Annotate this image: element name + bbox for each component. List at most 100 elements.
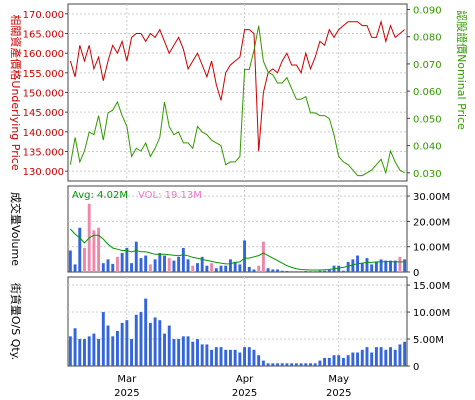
- os-qty-bar: [290, 363, 294, 366]
- os-qty-bar: [214, 347, 218, 366]
- volume-total-label: VOL: 19.13M: [138, 190, 202, 201]
- volume-bar: [172, 260, 176, 272]
- os-qty-bar: [73, 328, 77, 366]
- volume-bar: [374, 261, 378, 272]
- os-qty-bar: [247, 347, 251, 366]
- volume-bar: [224, 265, 228, 272]
- os-qty-bar: [172, 339, 176, 366]
- os-qty-bar: [120, 322, 124, 366]
- os-qty-bar: [389, 347, 392, 366]
- os-qty-bar: [167, 325, 171, 366]
- os-qty-bar: [83, 339, 86, 366]
- warrant-axis-title: 認股證價Nominal Price: [455, 10, 469, 130]
- average-volume-line: [70, 228, 405, 271]
- os-qty-bar: [393, 349, 397, 366]
- os-qty-bar: [398, 344, 402, 366]
- volume-bar: [393, 260, 397, 272]
- os-qty-bar: [92, 333, 96, 366]
- volume-bar: [285, 270, 289, 272]
- left-tick-label: 165.000: [23, 30, 64, 41]
- os-qty-bar: [181, 336, 185, 366]
- volume-bar: [309, 271, 312, 272]
- volume-bar: [153, 259, 157, 272]
- volume-bar: [398, 256, 402, 272]
- os-qty-bar: [106, 325, 110, 366]
- volume-bar: [214, 268, 218, 272]
- volume-bar: [205, 265, 209, 272]
- volume-bar: [337, 265, 341, 272]
- underlying-axis-title: 相關資產價格Underlying Price: [9, 14, 23, 170]
- volume-bar: [257, 265, 261, 272]
- os-qty-bar: [243, 347, 247, 366]
- left-tick-label: 130.000: [23, 167, 64, 178]
- x-month-label: Mar: [117, 374, 137, 385]
- volume-bar: [351, 259, 355, 272]
- os-qty-axis-title: 街貨量O/S Qty.: [9, 283, 23, 360]
- os-qty-bar: [224, 349, 228, 366]
- os-qty-bar: [379, 347, 383, 366]
- os-qty-bar: [266, 363, 270, 366]
- volume-bar: [389, 260, 392, 272]
- volume-bar: [266, 268, 270, 272]
- volume-bar: [233, 261, 237, 272]
- volume-bar: [360, 263, 364, 272]
- average-volume-label: Avg: 4.02M: [72, 190, 128, 201]
- right-tick-label: 0.080: [413, 33, 442, 44]
- left-tick-label: 140.000: [23, 128, 64, 139]
- volume-bar: [148, 264, 152, 272]
- right-tick-label: 0.050: [413, 114, 442, 125]
- volume-bar: [163, 255, 166, 272]
- os-qty-bar: [257, 355, 261, 366]
- os-qty-bar: [101, 312, 105, 366]
- os-qty-bar: [139, 312, 143, 366]
- os-qty-bar: [280, 363, 284, 366]
- os-qty-bar: [384, 349, 388, 366]
- os-qty-bar: [276, 363, 279, 366]
- os-tick-label: 10.00M: [413, 308, 450, 319]
- os-qty-bar: [191, 341, 195, 366]
- os-tick-label: 15.00M: [413, 281, 450, 292]
- os-qty-bar: [144, 298, 148, 366]
- os-qty-bar: [360, 349, 364, 366]
- volume-bar: [403, 259, 407, 272]
- volume-bar: [83, 247, 86, 272]
- x-year-label: 2025: [326, 388, 351, 399]
- os-qty-bar: [403, 341, 407, 366]
- os-qty-bar: [252, 349, 256, 366]
- volume-bar: [111, 263, 115, 272]
- os-qty-bar: [285, 363, 289, 366]
- volume-bar: [139, 258, 143, 272]
- volume-bar: [370, 264, 374, 272]
- left-tick-label: 170.000: [23, 10, 64, 21]
- volume-bar: [294, 271, 298, 272]
- volume-bar: [177, 256, 181, 272]
- os-qty-bar: [130, 339, 134, 366]
- os-qty-bar: [233, 349, 237, 366]
- volume-bar: [167, 258, 171, 272]
- volume-bar: [106, 259, 110, 272]
- x-year-label: 2025: [114, 388, 139, 399]
- os-qty-bar: [356, 352, 360, 366]
- os-qty-bar: [374, 347, 378, 366]
- volume-bar: [318, 270, 322, 272]
- os-qty-bar: [148, 322, 152, 366]
- volume-bar: [196, 263, 199, 272]
- os-qty-bar: [346, 355, 350, 366]
- volume-bar: [181, 247, 185, 272]
- left-tick-label: 150.000: [23, 89, 64, 100]
- os-qty-bar: [313, 363, 317, 366]
- volume-bar: [323, 270, 327, 272]
- volume-bar: [186, 259, 190, 272]
- volume-bar: [341, 270, 345, 272]
- volume-bar: [73, 264, 77, 272]
- x-year-label: 2025: [232, 388, 257, 399]
- os-qty-bar: [68, 336, 72, 366]
- volume-bar: [130, 263, 134, 272]
- volume-bar: [78, 227, 82, 272]
- left-tick-label: 145.000: [23, 108, 64, 119]
- left-tick-label: 135.000: [23, 148, 64, 159]
- os-qty-bar: [238, 352, 242, 366]
- os-qty-bar: [186, 336, 190, 366]
- os-qty-bar: [196, 339, 199, 366]
